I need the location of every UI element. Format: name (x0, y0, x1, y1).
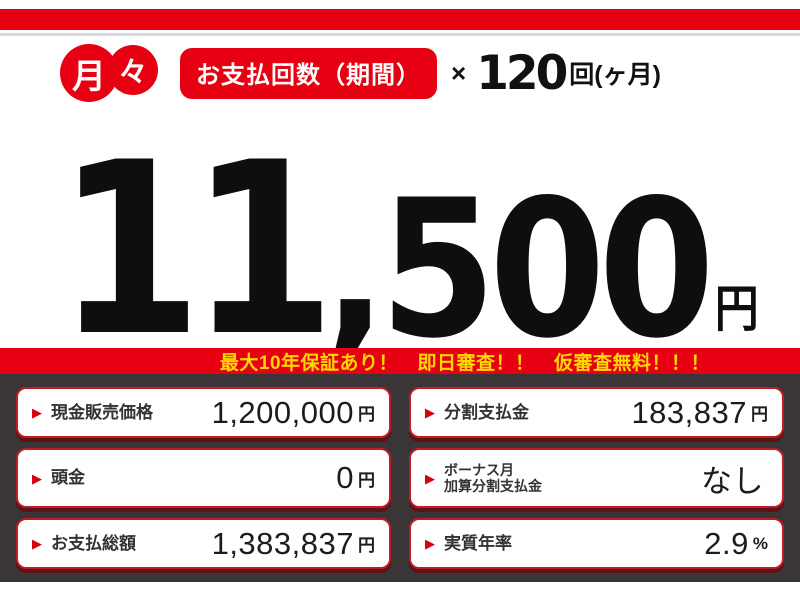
cash-price-label: 現金販売価格 (51, 402, 153, 422)
installment-payment-suffix: 円 (751, 405, 768, 424)
monthly-price: 11 ,500 円 (56, 96, 760, 390)
multiply-sign: × (451, 57, 467, 88)
arrow-icon: ▶ (425, 470, 435, 486)
promo-bar: 最大10年保証あり！ 即日審査！！ 仮審査無料！！！ (0, 348, 800, 374)
payment-header: 月 々 お支払回数（期間） × 120 回(ヶ月) (60, 44, 661, 102)
annual-rate-suffix: % (752, 533, 768, 553)
annual-rate-box: ▶ 実質年率 2.9 % (409, 518, 784, 569)
top-divider-line (0, 33, 800, 36)
cash-price-box: ▶ 現金販売価格 1,200,000 円 (16, 387, 391, 438)
bonus-payment-box: ▶ ボーナス月 加算分割支払金 なし (409, 448, 784, 508)
down-payment-value: 0 (336, 460, 354, 495)
arrow-icon: ▶ (32, 470, 42, 486)
arrow-icon: ▶ (32, 536, 42, 551)
price-currency: 円 (714, 280, 759, 338)
payment-count-pill: お支払回数（期間） (180, 47, 437, 99)
arrow-icon: ▶ (425, 536, 435, 551)
cash-price-value: 1,200,000 (211, 394, 354, 430)
installment-payment-box: ▶ 分割支払金 183,837 円 (409, 387, 784, 438)
top-red-bar (0, 9, 800, 30)
total-payment-label: お支払総額 (51, 533, 136, 553)
payment-count-value: 120 (476, 45, 568, 101)
installment-payment-label: 分割支払金 (444, 402, 529, 422)
price-main-digits: 11 (56, 112, 336, 390)
total-payment-box: ▶ お支払総額 1,383,837 円 (16, 518, 391, 569)
monthly-badge-circle-1: 月 (60, 44, 118, 102)
down-payment-suffix: 円 (358, 470, 375, 490)
arrow-icon: ▶ (32, 405, 42, 420)
promo-text: 最大10年保証あり！ 即日審査！！ 仮審査無料！！！ (219, 352, 711, 374)
down-payment-box: ▶ 頭金 0 円 (16, 448, 391, 508)
down-payment-label: 頭金 (51, 468, 85, 488)
annual-rate-value: 2.9 (704, 525, 749, 561)
bonus-payment-value: なし (701, 463, 764, 499)
bonus-payment-label: ボーナス月 加算分割支払金 (444, 461, 542, 494)
payment-details-panel: ▶ 現金販売価格 1,200,000 円 ▶ 分割支払金 183,837 円 ▶… (0, 374, 800, 582)
price-minor-digits: ,500 (323, 158, 714, 380)
cash-price-suffix: 円 (358, 405, 375, 424)
payment-count-unit: 回(ヶ月) (569, 61, 661, 89)
installment-payment-value: 183,837 (631, 394, 747, 430)
monthly-badge: 月 々 (60, 44, 158, 102)
total-payment-suffix: 円 (358, 536, 375, 555)
annual-rate-label: 実質年率 (444, 533, 512, 553)
total-payment-value: 1,383,837 (211, 525, 354, 561)
arrow-icon: ▶ (425, 405, 435, 420)
